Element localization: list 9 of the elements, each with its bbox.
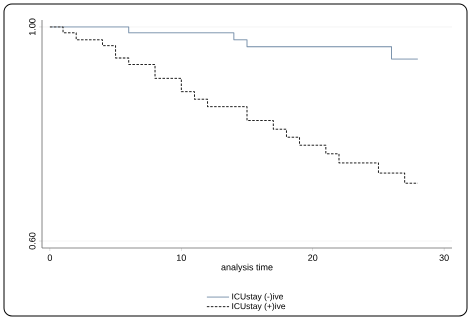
x-axis-title: analysis time [221, 264, 273, 272]
x-tick-label: 30 [439, 254, 449, 261]
x-tick-label: 20 [308, 254, 318, 261]
legend-label: ICUstay (-)ive [232, 293, 284, 302]
x-tick-label: 10 [176, 254, 186, 261]
y-tick-label: 1.00 [29, 18, 36, 36]
x-tick-label: 0 [48, 254, 52, 261]
y-tick-label: 0.60 [29, 232, 36, 250]
legend-label: ICUstay (+)ive [232, 302, 286, 311]
